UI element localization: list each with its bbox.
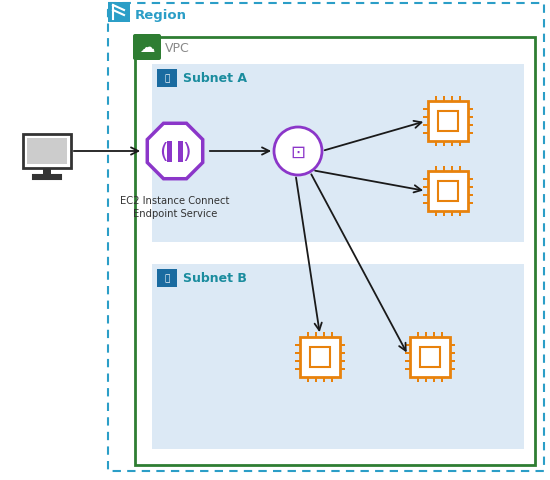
FancyBboxPatch shape [443, 167, 446, 172]
FancyBboxPatch shape [340, 344, 345, 347]
FancyBboxPatch shape [428, 172, 468, 212]
Text: ☁: ☁ [139, 40, 155, 55]
Text: 🔒: 🔒 [164, 274, 170, 283]
FancyBboxPatch shape [315, 332, 317, 337]
Text: ): ) [182, 142, 191, 162]
FancyBboxPatch shape [157, 70, 177, 88]
FancyBboxPatch shape [405, 344, 410, 347]
FancyBboxPatch shape [295, 360, 300, 362]
FancyBboxPatch shape [450, 212, 453, 217]
Text: ⊡: ⊡ [290, 144, 306, 162]
FancyBboxPatch shape [433, 377, 435, 383]
FancyBboxPatch shape [23, 135, 71, 168]
FancyBboxPatch shape [433, 332, 435, 337]
FancyBboxPatch shape [167, 141, 172, 162]
Text: Subnet A: Subnet A [183, 72, 247, 85]
FancyBboxPatch shape [434, 212, 437, 217]
FancyBboxPatch shape [307, 332, 309, 337]
FancyBboxPatch shape [300, 337, 340, 377]
Text: 🔒: 🔒 [164, 74, 170, 84]
FancyBboxPatch shape [152, 264, 524, 449]
FancyBboxPatch shape [468, 132, 473, 135]
FancyBboxPatch shape [108, 3, 130, 23]
FancyBboxPatch shape [450, 167, 453, 172]
FancyBboxPatch shape [323, 332, 325, 337]
FancyBboxPatch shape [459, 167, 461, 172]
FancyBboxPatch shape [27, 139, 67, 165]
FancyBboxPatch shape [434, 96, 437, 102]
FancyBboxPatch shape [434, 167, 437, 172]
FancyBboxPatch shape [331, 332, 333, 337]
Text: VPC: VPC [165, 42, 190, 55]
FancyBboxPatch shape [468, 186, 473, 189]
FancyBboxPatch shape [459, 96, 461, 102]
FancyBboxPatch shape [420, 347, 441, 368]
FancyBboxPatch shape [423, 202, 428, 205]
FancyBboxPatch shape [295, 352, 300, 355]
Text: EC2 Instance Connect
Endpoint Service: EC2 Instance Connect Endpoint Service [120, 195, 230, 219]
Text: Subnet B: Subnet B [183, 272, 247, 285]
FancyBboxPatch shape [443, 212, 446, 217]
FancyBboxPatch shape [178, 141, 183, 162]
FancyBboxPatch shape [425, 377, 427, 383]
Circle shape [274, 128, 322, 176]
FancyBboxPatch shape [33, 176, 61, 180]
FancyBboxPatch shape [428, 102, 468, 142]
FancyBboxPatch shape [295, 368, 300, 371]
FancyBboxPatch shape [340, 360, 345, 362]
FancyBboxPatch shape [468, 124, 473, 127]
FancyBboxPatch shape [450, 344, 455, 347]
FancyBboxPatch shape [423, 186, 428, 189]
FancyBboxPatch shape [423, 117, 428, 119]
Text: (: ( [160, 142, 168, 162]
FancyBboxPatch shape [443, 142, 446, 147]
FancyBboxPatch shape [423, 108, 428, 111]
FancyBboxPatch shape [459, 212, 461, 217]
FancyBboxPatch shape [441, 332, 443, 337]
FancyBboxPatch shape [295, 344, 300, 347]
FancyBboxPatch shape [340, 368, 345, 371]
FancyBboxPatch shape [315, 377, 317, 383]
FancyBboxPatch shape [450, 142, 453, 147]
FancyBboxPatch shape [331, 377, 333, 383]
Polygon shape [147, 124, 203, 180]
FancyBboxPatch shape [468, 117, 473, 119]
FancyBboxPatch shape [323, 377, 325, 383]
FancyBboxPatch shape [405, 352, 410, 355]
FancyBboxPatch shape [423, 124, 428, 127]
FancyBboxPatch shape [423, 179, 428, 181]
FancyBboxPatch shape [157, 269, 177, 288]
Text: Region: Region [135, 9, 187, 22]
FancyBboxPatch shape [443, 96, 446, 102]
FancyBboxPatch shape [405, 368, 410, 371]
FancyBboxPatch shape [152, 65, 524, 242]
FancyBboxPatch shape [410, 337, 450, 377]
FancyBboxPatch shape [340, 352, 345, 355]
FancyBboxPatch shape [450, 96, 453, 102]
FancyBboxPatch shape [417, 377, 419, 383]
FancyBboxPatch shape [405, 360, 410, 362]
FancyBboxPatch shape [468, 179, 473, 181]
FancyBboxPatch shape [310, 347, 331, 368]
FancyBboxPatch shape [43, 168, 51, 176]
FancyBboxPatch shape [423, 132, 428, 135]
FancyBboxPatch shape [450, 360, 455, 362]
FancyBboxPatch shape [307, 377, 309, 383]
FancyBboxPatch shape [417, 332, 419, 337]
FancyBboxPatch shape [438, 181, 458, 202]
FancyBboxPatch shape [450, 352, 455, 355]
FancyBboxPatch shape [133, 35, 161, 61]
FancyBboxPatch shape [450, 368, 455, 371]
FancyBboxPatch shape [459, 142, 461, 147]
FancyBboxPatch shape [425, 332, 427, 337]
FancyBboxPatch shape [468, 108, 473, 111]
FancyBboxPatch shape [423, 194, 428, 197]
FancyBboxPatch shape [434, 142, 437, 147]
FancyBboxPatch shape [468, 202, 473, 205]
FancyBboxPatch shape [441, 377, 443, 383]
FancyBboxPatch shape [468, 194, 473, 197]
FancyBboxPatch shape [438, 111, 458, 132]
